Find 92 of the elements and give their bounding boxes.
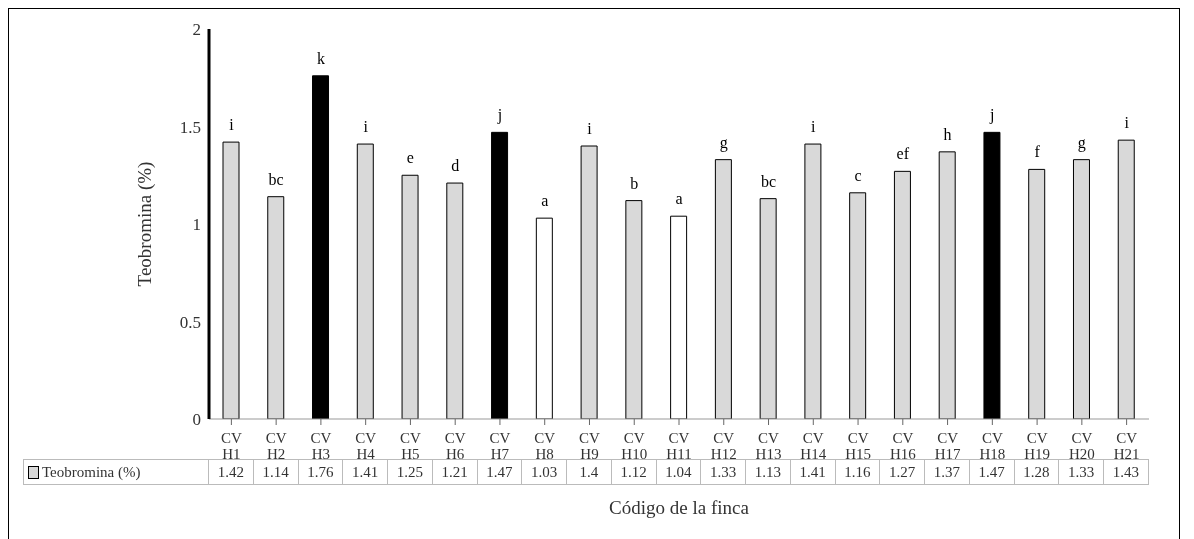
x-tick-label: CV H3 (310, 430, 332, 462)
bar (446, 182, 464, 419)
bar (312, 75, 330, 419)
annotation: i (229, 116, 235, 134)
bar (491, 131, 509, 419)
bar (714, 159, 732, 419)
bar (983, 131, 1001, 419)
bar (580, 145, 598, 419)
x-tick-label: CV H10 (621, 430, 648, 462)
data-label: 1.25 (396, 464, 423, 480)
y-tick-label: 1 (192, 215, 201, 235)
data-label: 1.76 (307, 464, 334, 480)
data-label: 1.47 (486, 464, 513, 480)
data-label: 1.43 (1112, 464, 1139, 480)
x-tick-label: CV H18 (979, 430, 1006, 462)
annotation: h (943, 125, 952, 143)
annotation: d (451, 157, 460, 175)
data-label: 1.12 (620, 464, 647, 480)
x-tick-label: CV H13 (755, 430, 782, 462)
data-label: 1.41 (352, 464, 379, 480)
bar (670, 215, 688, 419)
data-label: 1.4 (579, 464, 599, 480)
data-label: 1.41 (799, 464, 826, 480)
x-tick-label: CV H11 (666, 430, 692, 462)
bar (1072, 159, 1090, 419)
x-tick-label: CV H14 (800, 430, 827, 462)
x-axis-title: Código de la finca (608, 497, 750, 519)
data-label: 1.14 (262, 464, 289, 480)
x-tick-label: CV H9 (579, 430, 601, 462)
bar (759, 198, 777, 419)
x-tick-label: CV H17 (934, 430, 961, 462)
annotation: j (496, 106, 503, 125)
y-tick-label: 0.5 (179, 312, 201, 332)
x-tick-label: CV H2 (265, 430, 287, 462)
x-tick-label: CV H7 (489, 430, 511, 462)
data-label: 1.27 (889, 464, 916, 480)
bar (535, 217, 553, 419)
data-label: 1.03 (531, 464, 558, 480)
data-label: 1.04 (665, 464, 692, 480)
annotation: j (989, 106, 995, 125)
bar (804, 143, 822, 419)
y-tick-label: 2 (192, 20, 201, 40)
x-tick-label: CV H16 (889, 430, 917, 462)
annotation: i (811, 118, 817, 136)
bar (849, 192, 867, 419)
x-tick-label: CV H15 (845, 430, 871, 462)
x-tick-label: CV H20 (1068, 430, 1095, 462)
annotation: i (1124, 114, 1130, 132)
annotation: f (1034, 143, 1041, 161)
x-tick-label: CV H1 (220, 430, 242, 462)
x-tick-label: CV H12 (710, 430, 737, 462)
data-label: 1.47 (978, 464, 1005, 480)
data-label: 1.13 (754, 464, 781, 480)
annotation: ef (896, 145, 910, 163)
bar (401, 174, 419, 419)
data-label: 1.33 (1068, 464, 1095, 480)
bar (356, 143, 374, 419)
data-label: 1.37 (933, 464, 960, 480)
x-tick-label: CV H4 (355, 430, 377, 462)
x-tick-label: CV H21 (1113, 430, 1140, 462)
annotation: b (630, 174, 639, 192)
annotation: c (854, 166, 862, 184)
data-label: 1.28 (1023, 464, 1050, 480)
y-tick-label: 1.5 (179, 117, 201, 137)
bar (1117, 139, 1135, 419)
annotation: bc (268, 170, 284, 188)
annotation: k (316, 49, 325, 67)
bar (625, 200, 643, 419)
x-tick-label: CV H6 (444, 430, 466, 462)
bar (222, 141, 240, 419)
bar (938, 151, 956, 419)
annotation: e (406, 149, 414, 167)
annotation: a (541, 192, 549, 210)
bar (1028, 168, 1046, 419)
annotation: g (719, 133, 728, 152)
x-tick-label: CV H19 (1024, 430, 1051, 462)
annotation: bc (760, 172, 777, 190)
legend-label: Teobromina (%) (23, 459, 209, 485)
annotation: a (675, 190, 683, 208)
x-tick-label: CV H5 (400, 430, 422, 462)
y-tick-label: 0 (192, 410, 201, 430)
bar (267, 196, 285, 419)
x-tick-label: CV H8 (534, 430, 556, 462)
data-label: 1.42 (217, 464, 244, 480)
annotation: g (1077, 133, 1086, 152)
annotation: i (587, 120, 593, 137)
annotation: i (363, 118, 369, 136)
data-label: 1.21 (441, 464, 468, 480)
data-label: 1.16 (844, 464, 871, 480)
y-axis-title: Teobromina (%) (133, 161, 156, 287)
bar (893, 170, 911, 419)
data-label: 1.33 (710, 464, 737, 480)
